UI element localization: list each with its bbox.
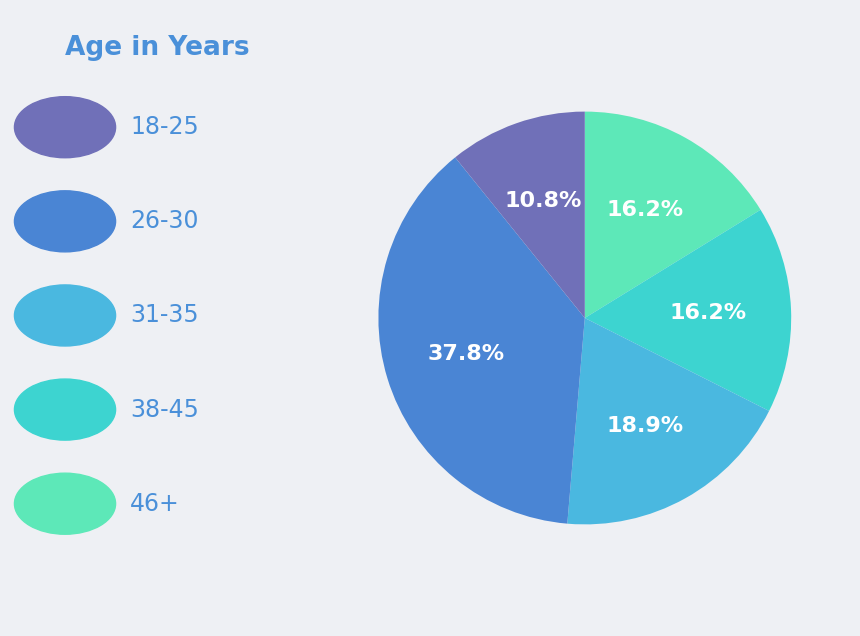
Text: 38-45: 38-45 [130,398,199,422]
Wedge shape [455,111,585,318]
Text: 10.8%: 10.8% [505,191,582,211]
Text: 16.2%: 16.2% [606,200,684,220]
Text: 46+: 46+ [130,492,180,516]
Text: Age in Years: Age in Years [65,35,249,60]
Ellipse shape [15,473,115,534]
Text: 31-35: 31-35 [130,303,199,328]
Text: 16.2%: 16.2% [670,303,747,322]
Wedge shape [585,111,760,318]
Text: 18-25: 18-25 [130,115,199,139]
Text: 37.8%: 37.8% [427,344,505,364]
Text: 18.9%: 18.9% [606,416,684,436]
Ellipse shape [15,97,115,158]
Wedge shape [585,210,791,411]
Wedge shape [568,318,769,525]
Ellipse shape [15,191,115,252]
Wedge shape [378,158,585,523]
Ellipse shape [15,285,115,346]
Text: 26-30: 26-30 [130,209,199,233]
Ellipse shape [15,379,115,440]
